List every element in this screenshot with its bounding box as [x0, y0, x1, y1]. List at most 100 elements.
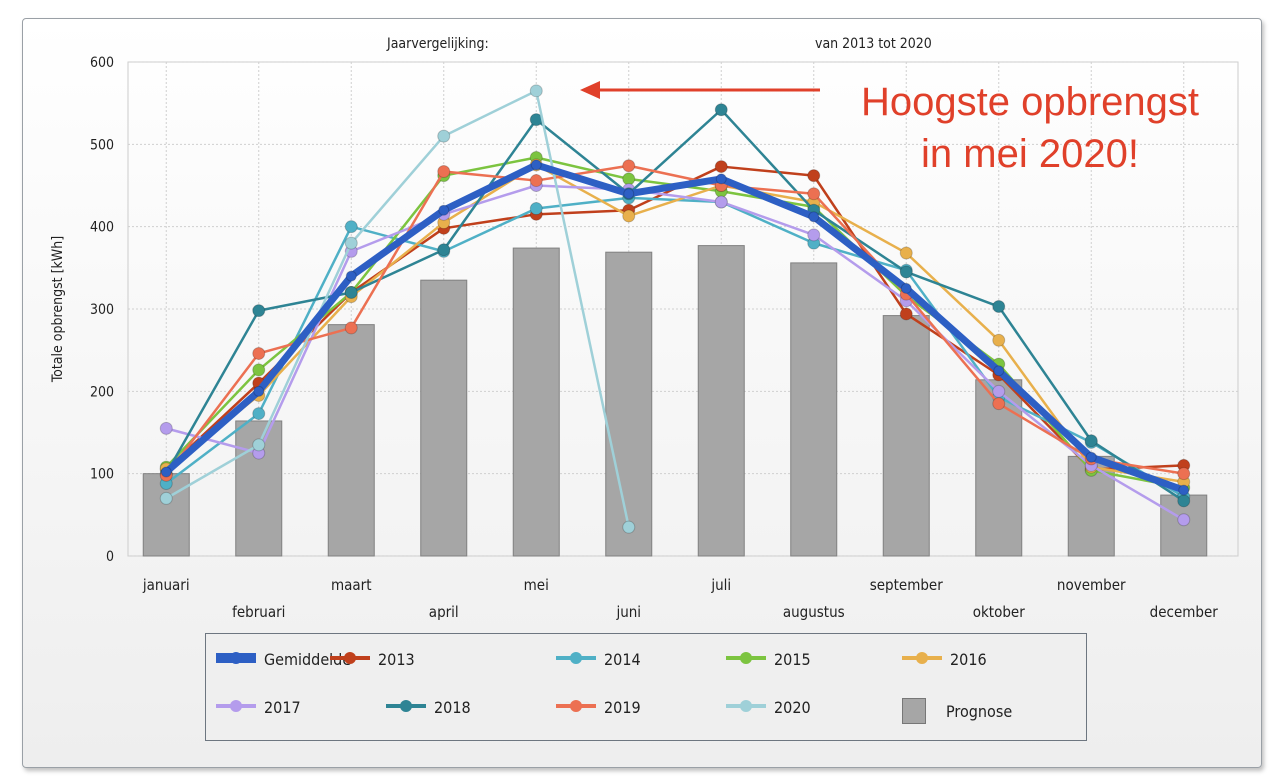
- point-2014: [529, 202, 543, 216]
- point-2015: [622, 172, 636, 186]
- series-line-Gemiddelde: [163, 161, 1185, 494]
- point-Gemiddelde: [1178, 484, 1190, 496]
- legend-line-marker-icon: [386, 698, 426, 717]
- legend-line-marker-icon: [216, 650, 256, 669]
- legend-bar-swatch-icon: [902, 698, 926, 724]
- y-tick-label: 0: [106, 549, 114, 565]
- legend-label: 2016: [950, 650, 987, 669]
- series-line-2014: [165, 196, 1185, 498]
- point-2017: [714, 195, 728, 209]
- point-Gemiddelde: [253, 385, 265, 397]
- point-2016: [899, 246, 913, 260]
- legend-line-marker-icon: [902, 650, 942, 669]
- point-2013: [807, 169, 821, 183]
- point-2016: [622, 209, 636, 223]
- point-2020: [529, 84, 543, 98]
- legend-item-2020: 2020: [726, 698, 811, 717]
- y-tick-label: 400: [90, 220, 114, 236]
- bar-prognose: [512, 247, 560, 557]
- point-2016: [992, 333, 1006, 347]
- x-tick-label: november: [1057, 576, 1126, 594]
- point-2014: [344, 220, 358, 234]
- legend-item-Prognose: Prognose: [902, 698, 1012, 724]
- legend-label: 2014: [604, 650, 641, 669]
- bar-prognose: [420, 279, 468, 557]
- legend: Gemiddelde 2013 2014 2015 2016 2017 2018 2019 20…: [205, 633, 1087, 741]
- series-line-2019: [165, 164, 1184, 477]
- legend-label: 2020: [774, 698, 811, 717]
- point-Gemiddelde: [993, 365, 1005, 377]
- legend-label: 2019: [604, 698, 641, 717]
- x-tick-label: oktober: [973, 603, 1025, 621]
- point-2020: [252, 438, 266, 452]
- point-2017: [159, 421, 173, 435]
- point-2018: [437, 243, 451, 257]
- series-line-2016: [165, 163, 1184, 484]
- point-Gemiddelde: [1085, 451, 1097, 463]
- point-2019: [344, 321, 358, 335]
- legend-item-2016: 2016: [902, 650, 987, 669]
- point-2019: [437, 165, 451, 179]
- bar-prognose: [882, 315, 930, 557]
- point-Gemiddelde: [438, 204, 450, 216]
- legend-line-marker-icon: [556, 698, 596, 717]
- legend-line-marker-icon: [330, 650, 370, 669]
- legend-item-2018: 2018: [386, 698, 471, 717]
- annotation-line2: in mei 2020!: [921, 132, 1139, 176]
- point-2018: [252, 304, 266, 318]
- series-line-2017: [165, 184, 1185, 521]
- point-2013: [899, 307, 913, 321]
- legend-label: Gemiddelde: [264, 650, 352, 669]
- point-2018: [344, 286, 358, 300]
- point-Gemiddelde: [808, 211, 820, 223]
- annotation-line1: Hoogste opbrengst: [860, 80, 1199, 124]
- point-2015: [252, 363, 266, 377]
- legend-label: Prognose: [946, 701, 1013, 721]
- legend-item-2019: 2019: [556, 698, 641, 717]
- x-tick-label: april: [429, 603, 459, 621]
- legend-line-marker-icon: [216, 698, 256, 717]
- point-2020: [344, 236, 358, 250]
- x-tick-label: december: [1150, 603, 1219, 621]
- point-2020: [159, 491, 173, 505]
- point-2017: [807, 228, 821, 242]
- legend-line-marker-icon: [726, 698, 766, 717]
- x-tick-label: mei: [524, 576, 549, 594]
- x-tick-label: september: [870, 576, 944, 594]
- point-2019: [1177, 467, 1191, 481]
- bar-prognose: [697, 245, 745, 557]
- point-2018: [714, 103, 728, 117]
- legend-label: 2017: [264, 698, 301, 717]
- legend-item-2017: 2017: [216, 698, 301, 717]
- point-2018: [899, 265, 913, 279]
- x-tick-label: maart: [331, 576, 372, 594]
- point-Gemiddelde: [530, 159, 542, 171]
- x-tick-label: februari: [232, 603, 285, 621]
- bar-prognose: [327, 324, 375, 557]
- point-2019: [252, 346, 266, 360]
- annotation-arrow-head: [580, 81, 600, 99]
- y-tick-label: 100: [90, 467, 114, 483]
- legend-line-marker-icon: [556, 650, 596, 669]
- point-Gemiddelde: [900, 282, 912, 294]
- x-tick-label: juni: [615, 603, 641, 621]
- point-Gemiddelde: [715, 173, 727, 185]
- point-2017: [1177, 513, 1191, 527]
- legend-item-2014: 2014: [556, 650, 641, 669]
- series-line-2020: [165, 89, 630, 528]
- y-tick-label: 500: [90, 137, 114, 153]
- legend-label: 2013: [378, 650, 415, 669]
- point-2019: [807, 187, 821, 201]
- point-2018: [1084, 434, 1098, 448]
- point-Gemiddelde: [160, 466, 172, 478]
- point-2018: [1177, 494, 1191, 508]
- legend-label: 2015: [774, 650, 811, 669]
- point-2019: [992, 397, 1006, 411]
- y-tick-label: 300: [90, 302, 114, 318]
- point-2013: [714, 160, 728, 174]
- point-Gemiddelde: [345, 270, 357, 282]
- bar-prognose: [790, 262, 838, 557]
- legend-line-marker-icon: [726, 650, 766, 669]
- legend-item-2013: 2013: [330, 650, 415, 669]
